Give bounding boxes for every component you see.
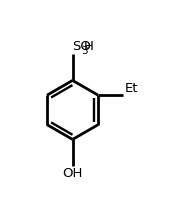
Text: OH: OH: [62, 167, 83, 180]
Text: SO: SO: [72, 40, 91, 53]
Text: H: H: [84, 40, 94, 53]
Text: Et: Et: [124, 82, 138, 95]
Text: 3: 3: [81, 46, 88, 56]
